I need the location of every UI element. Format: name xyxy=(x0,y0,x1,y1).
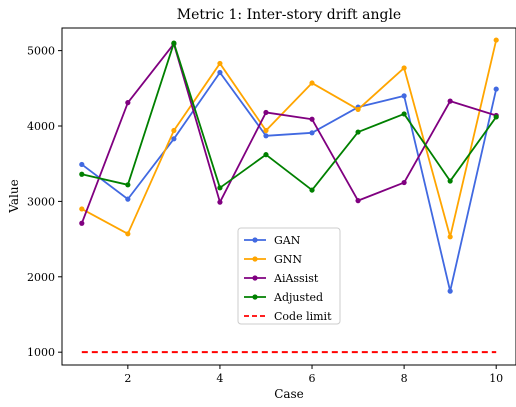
x-axis-label: Case xyxy=(274,387,304,401)
x-tick-label: 4 xyxy=(216,372,223,385)
legend-item-gan: GAN xyxy=(244,234,301,247)
series-gan xyxy=(79,69,499,294)
data-point xyxy=(217,60,223,67)
data-point xyxy=(125,100,131,106)
legend-item-aiassist: AiAssist xyxy=(244,272,319,285)
data-point xyxy=(447,288,453,294)
data-point xyxy=(125,182,131,188)
data-point xyxy=(447,178,453,184)
data-point xyxy=(493,86,499,92)
y-tick-label: 5000 xyxy=(27,45,55,58)
legend-marker xyxy=(252,256,258,262)
legend-marker xyxy=(252,237,258,243)
y-tick-label: 1000 xyxy=(27,346,55,359)
plot-area-frame xyxy=(61,27,516,366)
data-point xyxy=(171,127,177,134)
data-point xyxy=(401,65,407,71)
x-tick-label: 8 xyxy=(401,372,408,385)
y-tick-label: 4000 xyxy=(27,120,55,133)
y-tick-label: 3000 xyxy=(27,195,55,208)
series-gnn xyxy=(79,37,499,240)
data-point xyxy=(493,114,499,120)
series-layer xyxy=(79,37,499,294)
data-point xyxy=(355,106,361,113)
legend-marker xyxy=(252,275,258,281)
data-point xyxy=(401,111,407,117)
data-point xyxy=(217,69,223,76)
x-tick-label: 2 xyxy=(124,372,131,385)
legend-item-code-limit: Code limit xyxy=(244,310,332,323)
legend-item-adjusted: Adjusted xyxy=(244,291,323,304)
data-point xyxy=(263,133,269,139)
data-point xyxy=(355,129,361,135)
data-point xyxy=(79,220,85,226)
data-point xyxy=(79,206,85,212)
data-point xyxy=(447,234,453,240)
series-line-gnn xyxy=(81,39,498,238)
data-point xyxy=(401,179,407,186)
legend-label: AiAssist xyxy=(273,272,319,285)
data-point xyxy=(309,187,315,193)
legend-label: Code limit xyxy=(274,310,332,323)
data-point xyxy=(309,116,315,122)
data-point xyxy=(447,98,453,104)
data-point xyxy=(125,231,131,237)
x-tick-label: 6 xyxy=(309,372,316,385)
data-point xyxy=(355,198,361,204)
data-point xyxy=(79,171,85,177)
legend-marker xyxy=(252,294,258,300)
data-point xyxy=(263,152,269,158)
data-point xyxy=(79,161,85,168)
x-tick-label: 10 xyxy=(489,372,503,385)
data-point xyxy=(217,185,223,191)
legend-label: Adjusted xyxy=(273,291,323,304)
series-line-adjusted xyxy=(81,42,497,191)
data-point xyxy=(171,136,177,142)
legend-box xyxy=(237,227,341,325)
legend-label: GAN xyxy=(274,234,301,247)
data-point xyxy=(401,93,407,99)
series-adjusted xyxy=(79,40,499,193)
legend: GAN GNN AiAssist Adjusted Code limit xyxy=(237,227,341,325)
data-point xyxy=(493,37,499,43)
x-axis: 2 4 6 8 10 xyxy=(124,365,503,385)
data-point xyxy=(309,130,315,136)
y-tick-label: 2000 xyxy=(27,271,55,284)
legend-label: GNN xyxy=(274,253,302,266)
data-point xyxy=(217,199,223,205)
y-axis: 1000 2000 3000 4000 5000 xyxy=(27,45,62,359)
data-point xyxy=(171,40,177,46)
data-point xyxy=(263,109,269,116)
chart-title: Metric 1: Inter-story drift angle xyxy=(177,7,401,23)
data-point xyxy=(125,196,131,202)
data-point xyxy=(309,80,315,86)
legend-item-gnn: GNN xyxy=(244,253,302,266)
series-line-aiassist xyxy=(80,42,497,224)
y-axis-label: Value xyxy=(7,179,21,213)
series-line-gan xyxy=(81,71,498,293)
data-point xyxy=(263,127,269,134)
